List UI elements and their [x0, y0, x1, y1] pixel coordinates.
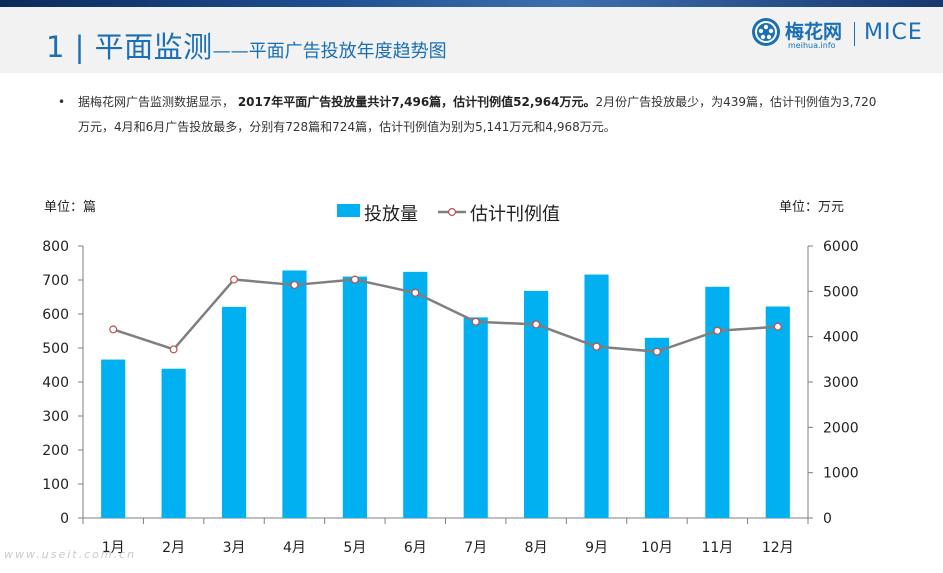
summary-part2: 2月份广告投放最少，为439篇，估计刊例值为3,720万元，4月和6月广告投放最… — [78, 95, 877, 134]
left-tick-label: 600 — [42, 307, 69, 323]
x-tick-label: 11月 — [701, 540, 733, 556]
left-tick-label: 200 — [42, 443, 69, 459]
x-tick-label: 10月 — [641, 540, 673, 556]
page-title: 1 | 平面监测——平面广告投放年度趋势图 — [46, 24, 447, 64]
left-tick-label: 800 — [42, 239, 69, 255]
x-tick-label: 1月 — [102, 540, 125, 556]
logo-text: 梅花网 — [785, 21, 843, 43]
summary-bold: 2017年平面广告投放量共计7,496篇，估计刊例值52,964万元。 — [237, 95, 596, 109]
watermark: www.useit.com.cn — [4, 548, 137, 561]
bullet: • — [58, 95, 66, 109]
left-unit-label: 单位：篇 — [44, 200, 96, 215]
left-tick-label: 0 — [60, 511, 69, 527]
line-point — [652, 347, 661, 356]
legend-line-marker — [448, 208, 457, 217]
brand-logo: 梅花网 meihua.info MICE — [752, 16, 932, 56]
line-point — [532, 320, 541, 329]
bar — [342, 276, 367, 518]
line-point — [773, 322, 782, 331]
logo-divider — [854, 22, 855, 46]
left-tick-label: 300 — [42, 409, 69, 425]
right-tick-label: 5000 — [823, 284, 859, 300]
x-tick-label: 3月 — [223, 540, 246, 556]
right-tick-label: 3000 — [823, 375, 859, 391]
x-tick-label: 7月 — [464, 540, 487, 556]
page-title-main: 1 | 平面监测 — [46, 30, 213, 64]
x-tick-label: 4月 — [283, 540, 306, 556]
logo-mice: MICE — [864, 20, 923, 45]
x-tick-label: 12月 — [762, 540, 794, 556]
right-tick-label: 2000 — [823, 420, 859, 436]
bar — [524, 290, 549, 518]
left-tick-label: 400 — [42, 375, 69, 391]
legend-bar-label: 投放量 — [364, 204, 418, 225]
line-point — [169, 345, 178, 354]
line-point — [471, 317, 480, 326]
page-title-sub: ——平面广告投放年度趋势图 — [212, 41, 447, 62]
legend-bar-swatch — [337, 204, 360, 217]
logo-domain: meihua.info — [788, 41, 836, 50]
x-tick-label: 2月 — [162, 540, 185, 556]
x-tick-label: 6月 — [404, 540, 427, 556]
bar — [644, 337, 670, 518]
summary-paragraph: • 据梅花网广告监测数据显示， 2017年平面广告投放量共计7,496篇，估计刊… — [58, 90, 880, 140]
bar — [161, 368, 186, 518]
right-tick-label: 6000 — [823, 239, 859, 255]
bar — [463, 317, 488, 518]
x-tick-label: 5月 — [343, 540, 366, 556]
line-point — [411, 288, 420, 297]
left-tick-label: 500 — [42, 341, 69, 357]
line-point — [290, 280, 299, 289]
bar — [101, 359, 126, 518]
left-tick-label: 700 — [42, 273, 69, 289]
bar — [403, 271, 428, 518]
header-band — [0, 7, 943, 73]
plum-flower-icon — [752, 18, 780, 46]
bar — [282, 270, 307, 518]
x-tick-label: 8月 — [525, 540, 548, 556]
x-tick-label: 9月 — [585, 540, 608, 556]
line-point — [713, 326, 722, 335]
bar — [584, 274, 609, 518]
right-tick-label: 1000 — [823, 466, 859, 482]
legend-line-label: 估计刊例值 — [470, 204, 560, 225]
series-line — [112, 278, 778, 353]
right-tick-label: 0 — [823, 511, 832, 527]
summary-part1: 据梅花网广告监测数据显示， — [78, 95, 238, 109]
line-point — [230, 275, 239, 284]
line-point — [592, 342, 601, 351]
left-tick-label: 100 — [42, 477, 69, 493]
bar — [705, 286, 730, 518]
bar — [221, 306, 247, 518]
line-point — [109, 325, 118, 334]
top-decor-bar — [0, 0, 943, 7]
line-point — [350, 275, 359, 284]
bar — [765, 306, 790, 518]
right-tick-label: 4000 — [823, 330, 859, 346]
right-unit-label: 单位：万元 — [779, 200, 844, 215]
